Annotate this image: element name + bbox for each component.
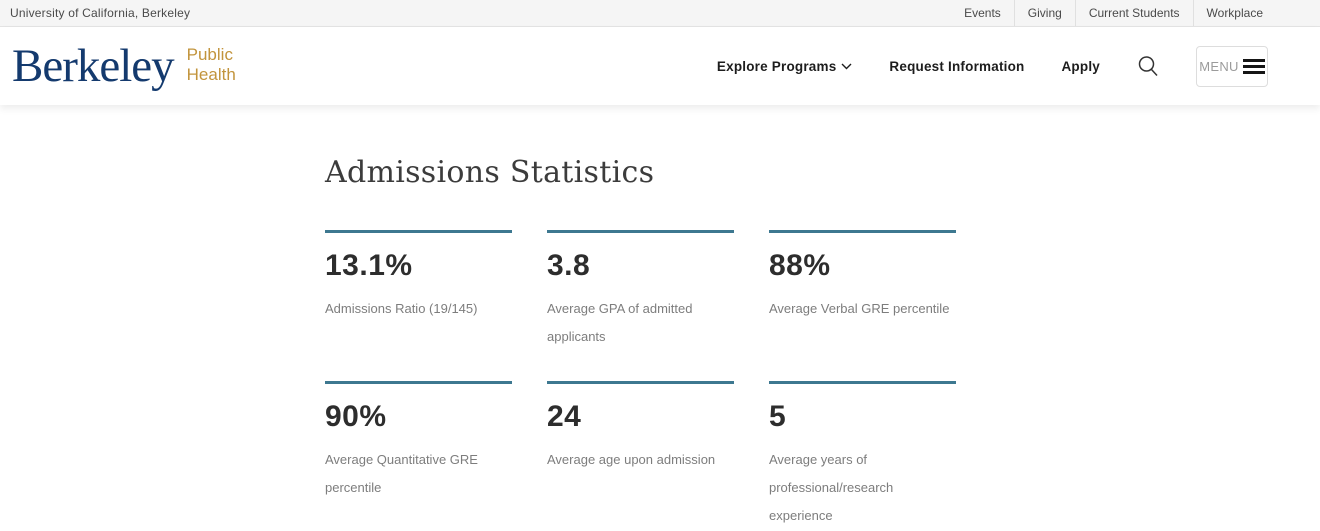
stat-label: Average age upon admission — [547, 452, 716, 467]
public-health-line1: Public — [186, 45, 233, 64]
stat-value: 5 — [769, 400, 787, 433]
divider — [1192, 0, 1194, 26]
stat-average-gpa: 3.8 Average GPA of admitted applicants — [547, 230, 734, 357]
stat-years-experience: 5 Average years of professional/research… — [769, 381, 956, 530]
stat-label: Average GPA of admitted applicants — [547, 301, 693, 344]
stat-average-age: 24 Average age upon admission — [547, 381, 734, 530]
berkeley-wordmark: Berkeley — [12, 40, 175, 92]
berkeley-public-health-logo[interactable]: Berkeley Public Health — [12, 40, 236, 92]
nav-explore-programs[interactable]: Explore Programs — [717, 59, 853, 74]
stat-value: 90% — [325, 400, 387, 433]
stat-label: Average Verbal GRE percentile — [769, 301, 950, 316]
stat-label: Admissions Ratio (19/145) — [325, 301, 478, 316]
nav-request-information[interactable]: Request Information — [889, 58, 1025, 74]
menu-button-label: MENU — [1199, 58, 1239, 74]
menu-button[interactable]: MENU — [1196, 45, 1268, 87]
primary-nav: Explore Programs Request Information App… — [717, 45, 1268, 87]
hamburger-icon — [1242, 58, 1265, 74]
site-name[interactable]: University of California, Berkeley — [10, 6, 191, 20]
stat-value: 24 — [547, 400, 582, 433]
chevron-down-icon — [841, 63, 852, 69]
stat-admissions-ratio: 13.1% Admissions Ratio (19/145) — [325, 230, 512, 357]
nav-explore-programs-label: Explore Programs — [716, 58, 837, 74]
utility-topbar: University of California, Berkeley Event… — [0, 0, 1320, 27]
public-health-line2: Health — [186, 65, 236, 84]
stat-value: 13.1% — [325, 249, 413, 282]
topbar-link-events[interactable]: Events — [964, 6, 1001, 20]
topbar-link-giving[interactable]: Giving — [1027, 6, 1062, 20]
admissions-stats-grid: 13.1% Admissions Ratio (19/145) 3.8 Aver… — [325, 230, 1320, 530]
divider — [1013, 0, 1015, 26]
public-health-label: Public Health — [187, 45, 236, 85]
topbar-links: Events Giving Current Students Workplace — [951, 0, 1276, 26]
topbar-link-current-students[interactable]: Current Students — [1088, 6, 1180, 20]
page-title: Admissions Statistics — [325, 155, 655, 190]
stat-verbal-gre: 88% Average Verbal GRE percentile — [769, 230, 956, 357]
nav-apply[interactable]: Apply — [1061, 58, 1100, 74]
content-area: Admissions Statistics 13.1% Admissions R… — [0, 105, 1320, 530]
divider — [1074, 0, 1076, 26]
stat-quantitative-gre: 90% Average Quantitative GRE percentile — [325, 381, 512, 530]
stat-value: 3.8 — [547, 249, 591, 282]
main-header: Berkeley Public Health Explore Programs … — [0, 27, 1320, 105]
stat-value: 88% — [769, 249, 831, 282]
search-icon — [1138, 56, 1158, 77]
topbar-link-workplace[interactable]: Workplace — [1206, 6, 1263, 20]
search-button[interactable] — [1137, 55, 1159, 77]
stat-label: Average Quantitative GRE percentile — [325, 452, 478, 495]
stat-label: Average years of professional/research e… — [769, 452, 894, 523]
